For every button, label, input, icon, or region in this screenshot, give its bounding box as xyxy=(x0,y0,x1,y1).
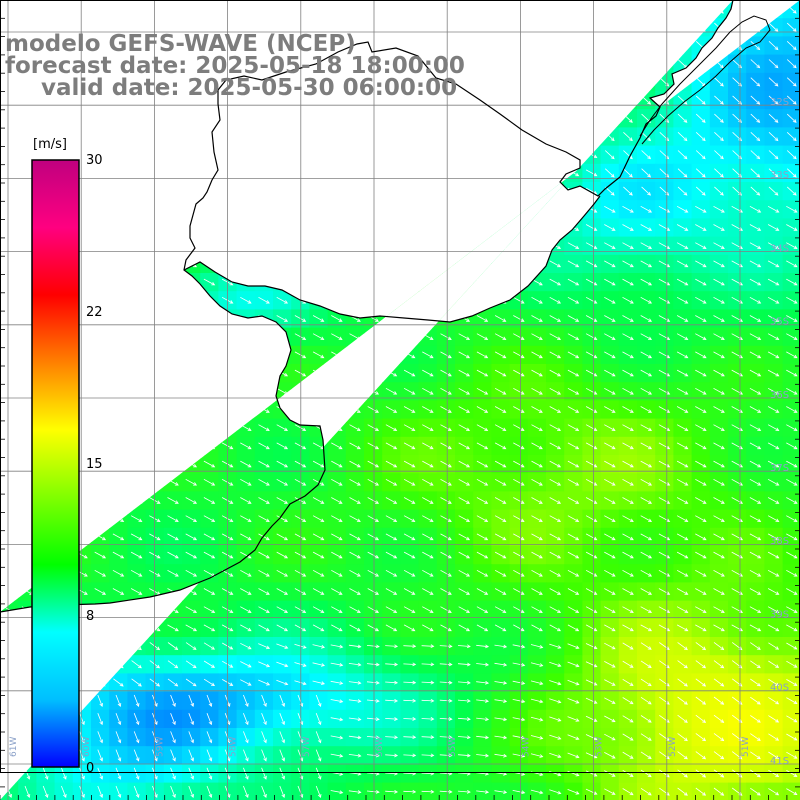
longitude-label: 51W xyxy=(741,737,751,757)
wind-speed-cell xyxy=(200,782,219,800)
valid-date: valid date: 2025-05-30 06:00:00 xyxy=(41,75,458,101)
wind-speed-cell xyxy=(618,782,638,800)
wind-speed-cell xyxy=(728,782,747,800)
wind-speed-cell xyxy=(782,382,800,401)
wind-speed-cell xyxy=(236,782,256,800)
wind-speed-cell xyxy=(782,273,800,292)
latitude-label: 37S xyxy=(770,463,789,474)
wind-speed-cell xyxy=(782,54,800,74)
latitude-label: 33S xyxy=(770,170,789,181)
wind-speed-cell xyxy=(709,782,729,800)
colorbar-unit: [m/s] xyxy=(33,137,67,152)
wind-speed-cell xyxy=(782,18,800,37)
longitude-label: 52W xyxy=(668,737,678,757)
wind-speed-cell xyxy=(782,618,800,638)
wind-speed-cell xyxy=(145,782,165,800)
wind-speed-cell xyxy=(764,782,784,800)
wind-speed-cell xyxy=(600,782,620,800)
wind-speed-cell xyxy=(782,109,800,128)
wind-speed-cell xyxy=(782,345,800,365)
wind-speed-cell xyxy=(746,782,765,800)
wind-speed-cell xyxy=(782,127,800,147)
colorbar-tick-label: 30 xyxy=(86,153,103,168)
latitude-label: 32S xyxy=(770,97,789,108)
colorbar-gradient xyxy=(31,159,80,768)
wind-speed-cell xyxy=(782,200,800,219)
longitude-label: 59W xyxy=(155,737,165,757)
latitude-label: 38S xyxy=(770,536,789,547)
wind-speed-cell xyxy=(54,782,74,800)
wind-speed-cell xyxy=(782,36,800,56)
wind-speed-cell xyxy=(309,782,329,800)
colorbar-tick-label: 22 xyxy=(86,305,103,320)
longitude-label: 56W xyxy=(375,737,385,757)
wind-speed-cell xyxy=(782,309,800,329)
wind-speed-cell xyxy=(18,782,37,800)
colorbar-tick-label: 0 xyxy=(86,761,94,776)
wind-speed-cell xyxy=(782,436,800,456)
wind-speed-cell xyxy=(782,72,800,92)
latitude-label: 41S xyxy=(770,756,789,767)
wind-speed-cell xyxy=(691,782,711,800)
wind-speed-cell xyxy=(91,782,110,800)
longitude-label: 55W xyxy=(448,737,458,757)
wind-speed-cell xyxy=(782,709,800,729)
latitude-label: 39S xyxy=(770,609,789,620)
longitude-label: 60W xyxy=(82,737,92,757)
wind-speed-cell xyxy=(782,236,800,256)
wind-speed-cell xyxy=(782,655,800,674)
wind-speed-cell xyxy=(655,782,674,800)
wind-speed-cell xyxy=(163,782,183,800)
wind-speed-cell xyxy=(782,218,800,238)
wind-speed-cell xyxy=(782,163,800,183)
wind-speed-cell xyxy=(254,782,274,800)
wind-speed-cell xyxy=(782,291,800,310)
longitude-label: 53W xyxy=(595,737,605,757)
wind-speed-cell xyxy=(782,145,800,165)
wind-speed-cell xyxy=(782,728,800,747)
colorbar-tick-label: 8 xyxy=(86,609,94,624)
wind-speed-cell xyxy=(673,782,693,800)
wind-speed-cell xyxy=(637,782,656,800)
latitude-label: 35S xyxy=(770,317,789,328)
longitude-label: 58W xyxy=(229,737,239,757)
wind-speed-cell xyxy=(782,400,800,420)
wind-speed-cell xyxy=(782,182,800,201)
wind-speed-cell xyxy=(182,782,201,800)
wind-speed-cell xyxy=(109,782,128,800)
colorbar-tick-label: 15 xyxy=(86,457,103,472)
wind-speed-cell xyxy=(36,782,56,800)
latitude-label: 40S xyxy=(770,683,789,694)
wind-speed-cell xyxy=(782,455,800,474)
wind-speed-cell xyxy=(273,782,292,800)
wind-speed-cell xyxy=(782,364,800,383)
longitude-label: 57W xyxy=(302,737,312,757)
wind-speed-cell xyxy=(127,782,147,800)
wind-speed-cell xyxy=(782,327,800,347)
latitude-label: 34S xyxy=(770,243,789,254)
wind-speed-cell xyxy=(782,637,800,656)
wind-speed-cell xyxy=(782,691,800,711)
longitude-label: 61W xyxy=(9,737,19,757)
wind-speed-cell xyxy=(72,782,92,800)
wind-speed-cell xyxy=(782,254,800,274)
wind-speed-cell xyxy=(782,418,800,438)
longitude-label: 54W xyxy=(521,737,531,757)
wind-speed-cell xyxy=(782,764,800,784)
latitude-label: 36S xyxy=(770,390,789,401)
